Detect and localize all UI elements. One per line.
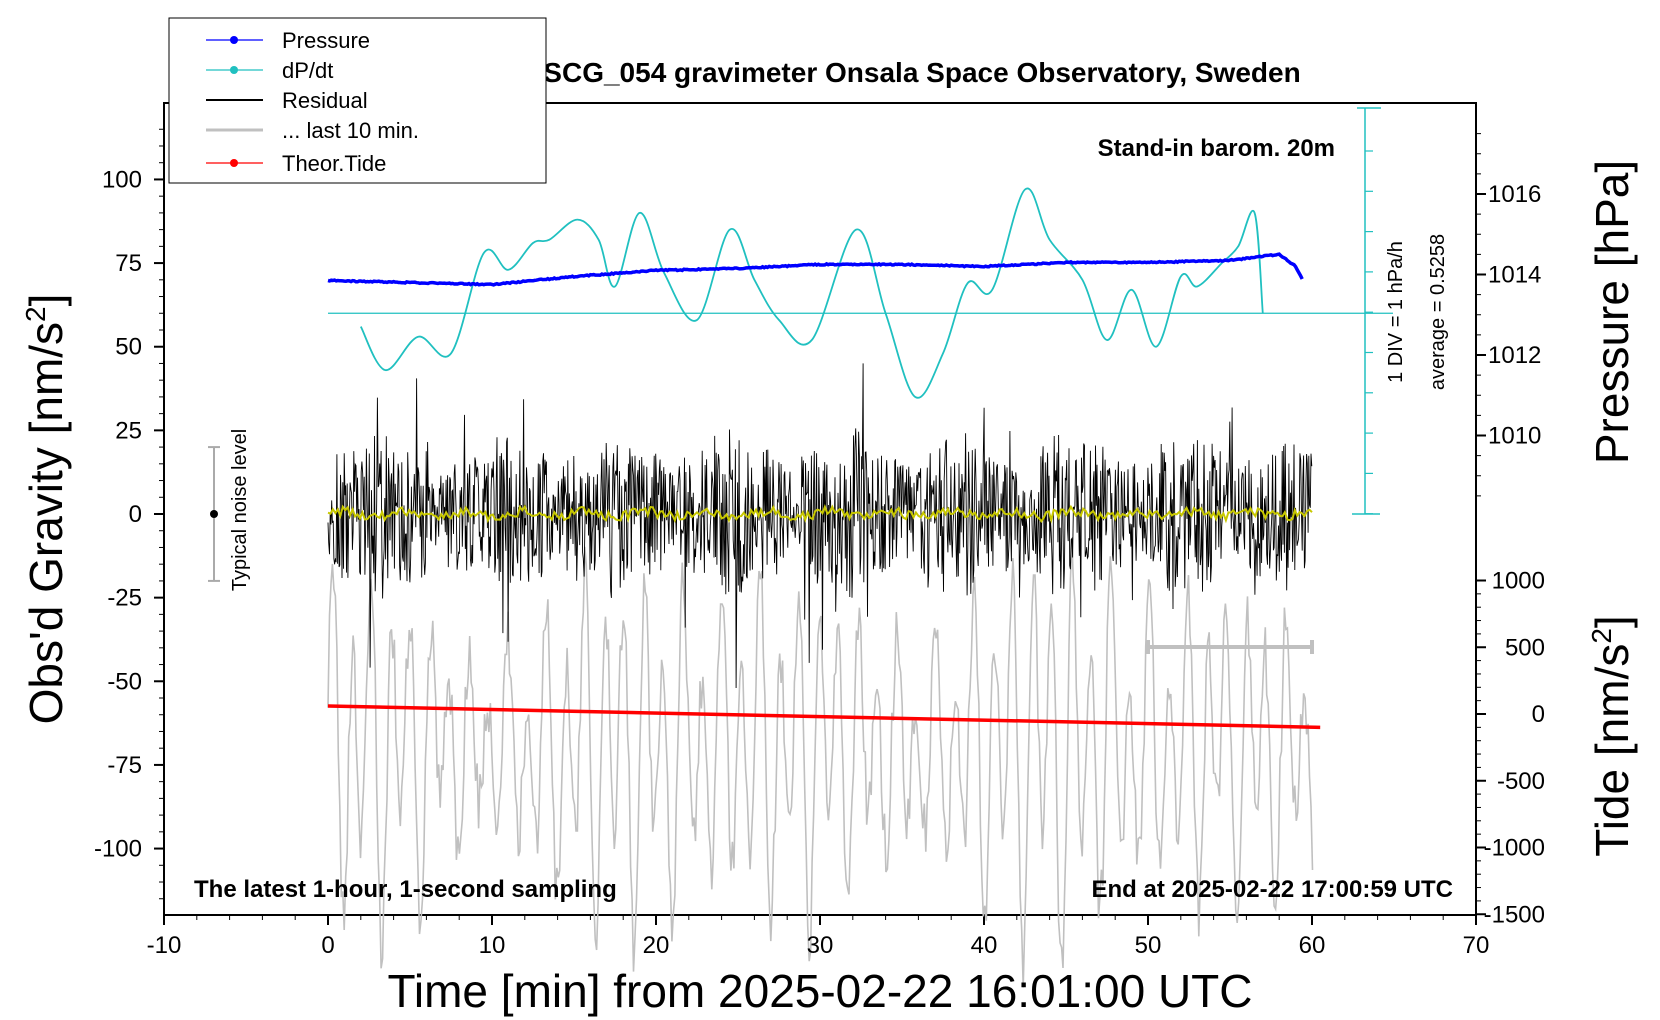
y-axis-title-left-main: Obs'd Gravity [nm/s xyxy=(20,322,72,724)
gravity-tick-label: 25 xyxy=(115,417,142,444)
pressure-series xyxy=(327,252,1304,287)
gravity-tick-label: -75 xyxy=(107,752,142,779)
tide-series xyxy=(327,704,1321,730)
x-tick-label: 60 xyxy=(1299,932,1326,959)
x-tick-label: 40 xyxy=(971,932,998,959)
tide-tick-label: -1000 xyxy=(1484,835,1545,862)
dpdt-scale-bar xyxy=(1352,107,1381,515)
y-axis-title-left-tail: ] xyxy=(20,294,72,307)
dpdt-average-label: average = 0.5258 xyxy=(1427,234,1449,390)
gravity-tick-label: 50 xyxy=(115,334,142,361)
subtitle-right: End at 2025-02-22 17:00:59 UTC xyxy=(1092,876,1454,903)
legend-label-pressure: Pressure xyxy=(282,28,370,53)
noise-center-dot xyxy=(210,510,218,518)
x-axis-title: Time [min] from 2025-02-22 16:01:00 UTC xyxy=(388,965,1253,1017)
tick-labels: -10 0 10 20 30 40 50 60 701007550250-25-50-75-10… xyxy=(94,166,1545,959)
y-axis-title-right-top: Pressure [hPa] xyxy=(1586,160,1638,464)
x-tick-label: -10 xyxy=(147,932,182,959)
gravity-tick-label: -25 xyxy=(107,585,142,612)
y-axis-title-right-bottom-tail: ] xyxy=(1586,615,1638,628)
y-axis-title-right-bottom: Tide [nm/s2] xyxy=(1586,615,1638,856)
axes-ticks xyxy=(154,128,1486,925)
legend: Pressure dP/dt Residual ... last 10 min.… xyxy=(168,17,547,184)
gravity-tick-label: 100 xyxy=(102,166,142,193)
legend-marker-pressure xyxy=(230,36,238,44)
pressure-tick-label: 1016 xyxy=(1488,181,1541,208)
subtitle-left: The latest 1-hour, 1-second sampling xyxy=(194,876,617,903)
gravity-tick-label: -50 xyxy=(107,668,142,695)
pressure-tick-label: 1012 xyxy=(1488,342,1541,369)
noise-level-label: Typical noise level xyxy=(229,429,251,591)
x-tick-label: 30 xyxy=(807,932,834,959)
dpdt-scale-label: 1 DIV = 1 hPa/h xyxy=(1385,241,1407,383)
barometer-note: Stand-in barom. 20m xyxy=(1098,135,1335,162)
x-tick-label: 50 xyxy=(1135,932,1162,959)
dpdt-series xyxy=(328,187,1393,399)
gravity-tick-label: 75 xyxy=(115,250,142,277)
residual-series xyxy=(327,363,1313,689)
tide-tick-label: -1500 xyxy=(1484,901,1545,928)
tide-tick-label: -500 xyxy=(1497,768,1545,795)
pressure-tick-label: 1010 xyxy=(1488,423,1541,450)
gravity-tick-label: 0 xyxy=(129,501,142,528)
x-tick-label: 10 xyxy=(479,932,506,959)
last-10-min-series xyxy=(327,541,1314,988)
legend-marker-dpdt xyxy=(230,66,238,74)
noise-level-indicator xyxy=(208,446,220,582)
gravity-tick-label: -100 xyxy=(94,836,142,863)
legend-label-tide: Theor.Tide xyxy=(282,151,386,176)
residual-line xyxy=(327,363,1313,689)
x-tick-label: 70 xyxy=(1463,932,1490,959)
y-axis-title-left-sup: 2 xyxy=(20,306,51,322)
legend-marker-tide xyxy=(230,159,238,167)
tide-line xyxy=(327,704,1321,730)
smoothed-residual-series xyxy=(327,504,1313,524)
y-axis-title-right-bottom-main: Tide [nm/s xyxy=(1586,644,1638,857)
legend-label-residual: Residual xyxy=(282,88,368,113)
pressure-line xyxy=(327,252,1304,287)
x-tick-label: 20 xyxy=(643,932,670,959)
legend-label-dpdt: dP/dt xyxy=(282,58,333,83)
chart-title: SCG_054 gravimeter Onsala Space Observat… xyxy=(543,57,1300,88)
y-axis-title-left: Obs'd Gravity [nm/s2] xyxy=(20,294,72,725)
legend-label-last10: ... last 10 min. xyxy=(282,118,419,143)
tide-tick-label: 1000 xyxy=(1492,568,1545,595)
tide-tick-label: 0 xyxy=(1532,701,1545,728)
pressure-tick-label: 1014 xyxy=(1488,262,1541,289)
tide-tick-label: 500 xyxy=(1505,634,1545,661)
last-10-min-line xyxy=(327,541,1314,988)
x-tick-label: 0 xyxy=(321,932,334,959)
y-axis-title-right-bottom-sup: 2 xyxy=(1586,628,1617,644)
last-10-min-window-marker xyxy=(1146,640,1314,654)
dpdt-line xyxy=(359,187,1264,399)
smoothed-residual-line xyxy=(327,504,1313,524)
